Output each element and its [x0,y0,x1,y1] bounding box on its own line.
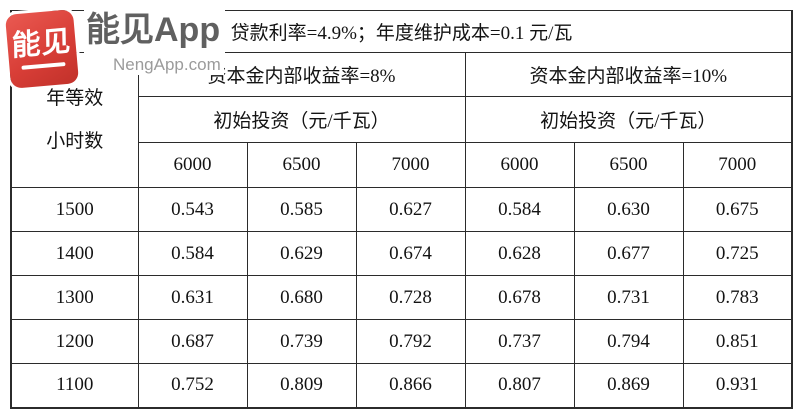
cell-value: 0.627 [355,187,466,232]
cell-value: 0.675 [682,187,793,232]
column-header: 6000 [464,142,575,188]
row-hours: 1400 [10,231,139,276]
cell-value: 0.629 [246,231,357,276]
cell-value: 0.792 [355,319,466,364]
logo-badge-text: 能见 [11,25,72,63]
subheader-investment-right: 初始投资（元/千瓦） [464,96,793,143]
cell-value: 0.630 [573,187,684,232]
nengapp-logo-icon: 能见 [4,9,80,89]
row-hours: 1200 [10,319,139,364]
cell-value: 0.584 [137,231,248,276]
row-hours: 1100 [10,363,139,408]
cell-value: 0.731 [573,275,684,320]
cell-value: 0.680 [246,275,357,320]
cell-value: 0.678 [464,275,575,320]
cell-value: 0.739 [246,319,357,364]
table-row: 1500 0.543 0.585 0.627 0.584 0.630 0.675 [10,187,793,232]
row-axis-header-line1: 年等效 [46,88,104,109]
data-table: 贷款利率=4.9%；年度维护成本=0.1 元/瓦 年等效 小时数 资本金内部收益… [10,10,794,409]
cell-value: 0.674 [355,231,466,276]
row-axis-header-line2: 小时数 [46,131,104,152]
cell-value: 0.794 [573,319,684,364]
app-domain: NengApp.com [110,55,224,76]
cell-value: 0.851 [682,319,793,364]
cell-value: 0.783 [682,275,793,320]
table-row: 1300 0.631 0.680 0.728 0.678 0.731 0.783 [10,275,793,320]
row-hours: 1300 [10,275,139,320]
column-header: 6500 [573,142,684,188]
app-name: 能见App [84,9,226,55]
cell-value: 0.584 [464,187,575,232]
subheader-investment-left: 初始投资（元/千瓦） [137,96,466,143]
group-header-irr-10: 资本金内部收益率=10% [464,52,793,97]
cell-value: 0.807 [464,363,575,408]
table-row: 1100 0.752 0.809 0.866 0.807 0.869 0.931 [10,363,793,408]
cell-value: 0.866 [355,363,466,408]
column-header: 6500 [246,142,357,188]
cell-value: 0.725 [682,231,793,276]
cell-value: 0.628 [464,231,575,276]
column-header: 6000 [137,142,248,188]
cell-value: 0.931 [682,363,793,408]
cell-value: 0.809 [246,363,357,408]
cell-value: 0.585 [246,187,357,232]
cell-value: 0.737 [464,319,575,364]
column-header: 7000 [682,142,793,188]
cell-value: 0.543 [137,187,248,232]
logo-badge-underline [21,62,66,70]
column-header: 7000 [355,142,466,188]
cell-value: 0.677 [573,231,684,276]
row-hours: 1500 [10,187,139,232]
table-row: 1200 0.687 0.739 0.792 0.737 0.794 0.851 [10,319,793,364]
cell-value: 0.631 [137,275,248,320]
table-row: 1400 0.584 0.629 0.674 0.628 0.677 0.725 [10,231,793,276]
cell-value: 0.687 [137,319,248,364]
cell-value: 0.869 [573,363,684,408]
cell-value: 0.728 [355,275,466,320]
cell-value: 0.752 [137,363,248,408]
